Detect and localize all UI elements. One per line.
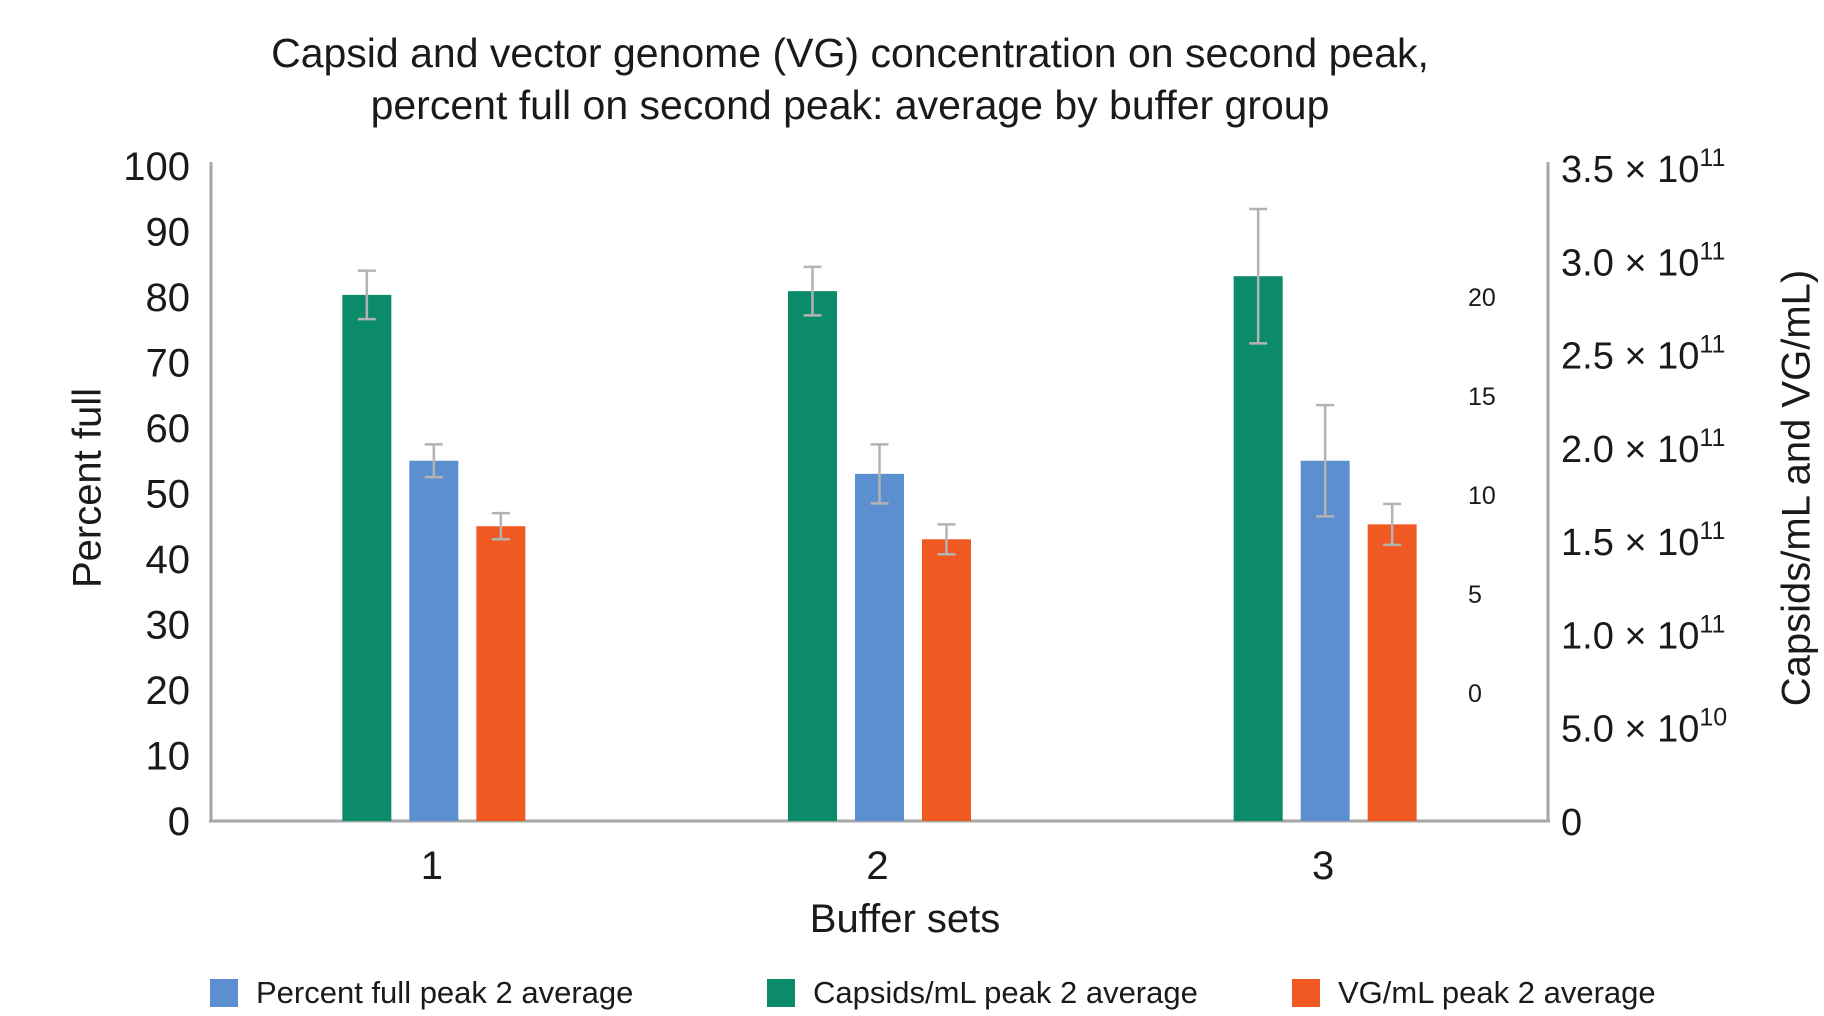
y-right-tick-label: 2.0 × 1011 — [1561, 424, 1725, 471]
legend-swatch-percent-full — [210, 979, 238, 1007]
bar — [922, 539, 971, 821]
legend-item-percent-full: Percent full peak 2 average — [210, 975, 634, 1010]
inner-tick-label: 10 — [1468, 482, 1496, 510]
y-axis-left-label: Percent full — [65, 387, 110, 589]
y-right-tick-label: 0 — [1561, 802, 1582, 844]
inner-tick-label: 5 — [1468, 581, 1482, 609]
y-left-tick-label: 40 — [146, 538, 191, 582]
bar — [788, 291, 837, 821]
legend-label-capsids: Capsids/mL peak 2 average — [813, 975, 1198, 1010]
y-left-tick-label: 10 — [146, 735, 191, 779]
inner-tick-label: 0 — [1468, 680, 1482, 708]
legend-label-percent-full: Percent full peak 2 average — [256, 975, 634, 1010]
bar — [342, 294, 392, 822]
y-left-tick-label: 0 — [168, 800, 190, 844]
y-right-tick-label: 3.5 × 1011 — [1561, 144, 1725, 191]
y-right-tick-label: 3.0 × 1011 — [1561, 237, 1725, 284]
legend-label-vg: VG/mL peak 2 average — [1338, 975, 1656, 1010]
bar — [476, 526, 526, 821]
legend-swatch-vg — [1292, 979, 1320, 1007]
y-left-tick-label: 80 — [146, 276, 191, 320]
y-left-tick-label: 20 — [146, 669, 191, 713]
y-left-tick-label: 50 — [146, 473, 191, 517]
bar — [1367, 524, 1417, 821]
y-left-tick-label: 70 — [146, 342, 191, 386]
inner-tick-label: 20 — [1468, 284, 1496, 312]
x-tick-label: 2 — [866, 844, 888, 888]
y-axis-right-label: Capsids/mL and VG/mL) — [1774, 269, 1819, 707]
bar — [855, 473, 904, 821]
y-right-tick-label: 1.5 × 1011 — [1561, 517, 1725, 564]
y-left-tick-label: 90 — [146, 211, 191, 255]
chart-title-line-2: percent full on second peak: average by … — [370, 82, 1330, 128]
bar — [1233, 276, 1283, 821]
x-tick-label: 3 — [1312, 844, 1334, 888]
x-axis-label: Buffer sets — [809, 897, 1001, 941]
y-right-tick-label: 2.5 × 1011 — [1561, 331, 1725, 378]
chart-title-line-1: Capsid and vector genome (VG) concentrat… — [271, 30, 1429, 76]
bar — [1300, 460, 1350, 821]
bar — [409, 460, 459, 821]
inner-tick-label: 15 — [1468, 383, 1496, 411]
y-left-tick-label: 60 — [146, 407, 191, 451]
legend-swatch-capsids — [767, 979, 795, 1007]
x-tick-label: 1 — [421, 844, 443, 888]
legend-item-capsids: Capsids/mL peak 2 average — [767, 975, 1198, 1010]
y-left-tick-label: 30 — [146, 604, 191, 648]
legend-item-vg: VG/mL peak 2 average — [1292, 975, 1656, 1010]
y-right-tick-label: 5.0 × 1010 — [1561, 704, 1727, 751]
y-right-tick-label: 1.0 × 1011 — [1561, 610, 1725, 657]
y-left-tick-label: 100 — [123, 145, 190, 189]
